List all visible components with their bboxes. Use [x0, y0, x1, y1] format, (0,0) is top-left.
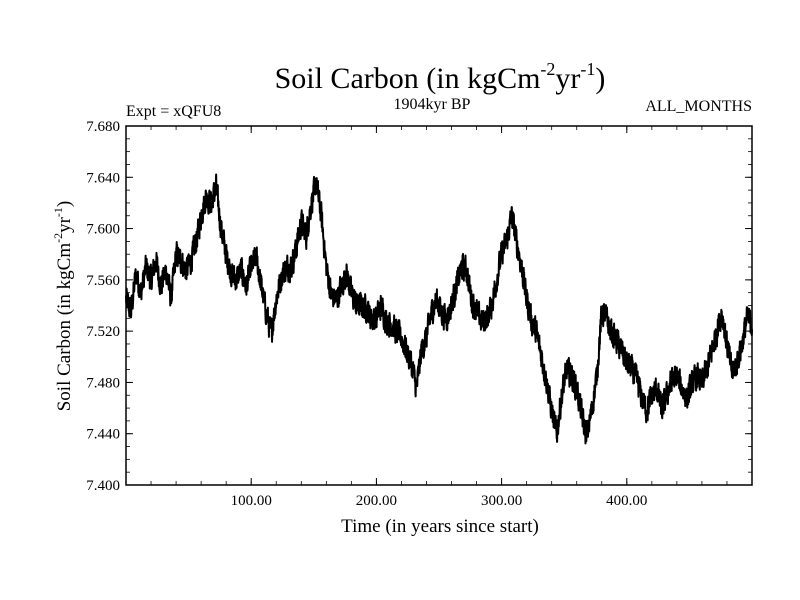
plot-frame [125, 125, 753, 486]
x-tick-label: 300.00 [481, 493, 522, 509]
y-tick-label: 7.520 [86, 324, 120, 340]
x-tick-label: 100.00 [231, 493, 272, 509]
y-tick-label: 7.600 [86, 222, 120, 238]
y-axis-label-end: ) [54, 201, 75, 207]
y-tick-label: 7.640 [86, 170, 120, 186]
axis-ticks: 7.400 7.440 7.480 7.520 7.560 7.600 7.640 7.680… [86, 119, 753, 509]
period-label: 1904kyr BP [394, 96, 471, 113]
y-tick-label: 7.560 [86, 273, 120, 289]
y-tick-label: 7.480 [86, 375, 120, 391]
y-tick-label: 7.440 [86, 427, 120, 443]
experiment-label: Expt = xQFU8 [126, 103, 221, 120]
chart-title-end: ) [595, 62, 605, 95]
y-tick-label: 7.680 [86, 119, 120, 135]
months-label: ALL_MONTHS [645, 98, 752, 115]
chart-title-main: Soil Carbon (in kgCm [275, 62, 541, 95]
series-line [125, 173, 753, 445]
chart-title-sup1: -2 [540, 59, 555, 79]
y-axis-label: Soil Carbon (in kgCm-2yr-1) [51, 201, 75, 412]
chart-title-mid: yr [555, 62, 580, 95]
y-axis-label-main: Soil Carbon (in kgCm [54, 243, 75, 412]
x-tick-label: 200.00 [356, 493, 397, 509]
chart-title: Soil Carbon (in kgCm-2yr-1) [275, 59, 606, 95]
y-tick-label: 7.400 [86, 478, 120, 494]
y-axis-label-sup2: -1 [51, 207, 65, 217]
y-axis-label-sup1: -2 [51, 233, 65, 243]
x-tick-label: 400.00 [606, 493, 647, 509]
chart-title-sup2: -1 [580, 59, 595, 79]
y-axis-label-mid: yr [54, 216, 75, 233]
data-series [125, 173, 753, 445]
x-axis-label: Time (in years since start) [341, 516, 539, 537]
